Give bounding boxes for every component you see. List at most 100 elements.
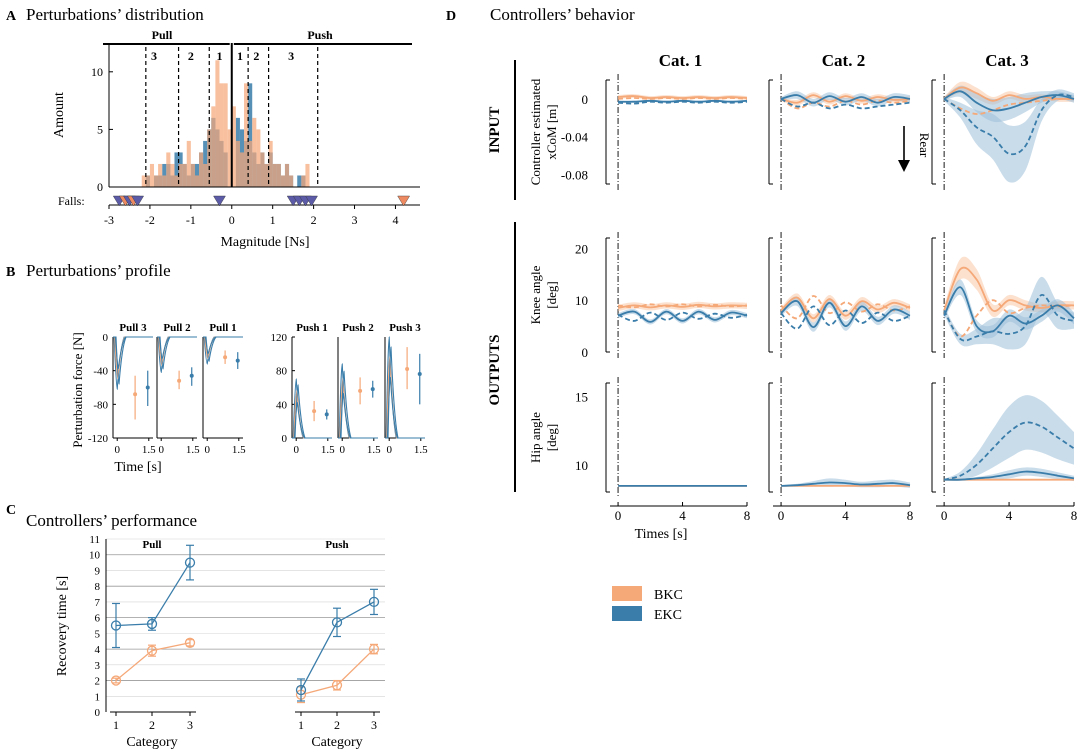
panel-title-a: Perturbations’ distribution	[26, 5, 204, 24]
y-tick-label: 0	[582, 345, 589, 360]
y-tick-label: 10	[575, 458, 588, 473]
histogram-bar-bkc	[211, 106, 216, 187]
y-tick-label: 0	[95, 707, 101, 719]
y-tick-label: 11	[89, 534, 100, 546]
histogram-bar-bkc	[166, 152, 171, 187]
data-point-bkc	[110, 675, 122, 686]
sd-band-ekc	[944, 279, 1074, 339]
category-label: 3	[288, 49, 294, 63]
x-tick-label: 1.5	[367, 444, 381, 456]
sd-band-ekc	[944, 85, 1074, 123]
peak-mean-dot-bkc	[223, 355, 228, 360]
histogram-bar-bkc	[174, 175, 179, 187]
histogram-bar-bkc	[272, 163, 277, 187]
histogram-bar-bkc	[190, 163, 195, 187]
force-profile-trace	[338, 392, 378, 439]
force-profile-trace	[113, 336, 153, 369]
x-tick-label: 2	[334, 718, 340, 732]
x-tick-label: 0	[158, 444, 164, 456]
y-axis-label: Perturbation force [N]	[70, 332, 85, 448]
rear-arrow-head	[898, 160, 910, 172]
x-tick-label: 8	[744, 508, 751, 523]
fall-marker-ekc	[213, 195, 226, 207]
x-tick-label: 0	[386, 444, 392, 456]
force-profile-trace	[203, 336, 243, 362]
x-tick-label: 1	[270, 213, 276, 227]
fall-marker-ekc	[305, 195, 318, 207]
series-line-ekc_dash	[780, 305, 911, 330]
sd-band-bkc	[944, 256, 1074, 318]
x-tick-label: 0	[941, 508, 948, 523]
x-axis-label: Magnitude [Ns]	[220, 235, 309, 250]
force-profile-trace	[203, 336, 243, 354]
peak-mean-dot-bkc	[177, 378, 182, 383]
y-tick-label: 1	[95, 691, 101, 703]
y-tick-label: 5	[95, 628, 101, 640]
y-axis-label: Amount	[52, 92, 67, 138]
x-tick-label: 3	[352, 213, 358, 227]
series-line-ekc	[943, 286, 1075, 334]
histogram-bar-bkc	[219, 83, 224, 187]
y-tick-label: 0	[97, 180, 103, 194]
sd-band-ekc	[618, 308, 747, 325]
y-tick-label: -0.04	[561, 130, 589, 145]
series-line-bkc	[115, 642, 191, 682]
series-line-ekc_dash	[780, 98, 911, 110]
histogram-bar-bkc	[207, 129, 212, 187]
peak-mean-dot-ekc	[324, 412, 329, 417]
x-tick-label: 8	[1071, 508, 1078, 523]
data-point-bkc	[146, 645, 158, 656]
subplot-title: Push 2	[342, 322, 374, 334]
y-tick-label: -120	[88, 433, 109, 445]
peak-mean-dot-ekc	[370, 387, 375, 392]
histogram-bar-bkc	[264, 163, 269, 187]
column-title: Cat. 1	[659, 51, 702, 70]
force-profile-trace	[157, 336, 197, 359]
group-label: Push	[325, 539, 348, 551]
data-point-ekc	[184, 557, 196, 568]
y-tick-label: 6	[95, 613, 101, 625]
series-line-bkc_dash	[780, 98, 911, 110]
histogram-bar-bkc	[256, 129, 261, 187]
histogram-bar-bkc	[231, 106, 236, 187]
category-label: 1	[216, 49, 222, 63]
histogram-bar-bkc	[145, 175, 150, 187]
x-axis-label: Category	[126, 735, 177, 750]
peak-mean-dot-ekc	[145, 385, 150, 390]
force-profile-trace	[157, 336, 197, 370]
histogram-bar-bkc	[235, 140, 240, 187]
peak-mean-dot-bkc	[358, 388, 363, 393]
series-line-bkc	[617, 303, 748, 309]
y-tick-label: -80	[93, 399, 108, 411]
x-axis-label: Times [s]	[635, 527, 688, 542]
histogram-bar-ekc	[203, 140, 208, 187]
y-tick-label: 10	[91, 65, 103, 79]
data-point-ekc	[110, 620, 122, 631]
peak-mean-dot-bkc	[133, 392, 138, 397]
series-line-ekc_dash	[943, 294, 1075, 342]
category-label: 3	[151, 49, 157, 63]
histogram-bar-bkc	[170, 163, 175, 187]
panel-b-chart: Perturbation force [N] 0 -40 -80 -120 Pull 3 0…	[70, 322, 428, 475]
x-tick-label: 8	[907, 508, 914, 523]
histogram-bar-bkc	[284, 163, 290, 187]
x-axis-label: Category	[311, 735, 362, 750]
data-point-ekc	[146, 618, 158, 630]
histogram-bar-bkc	[248, 140, 253, 187]
panel-title-b: Perturbations’ profile	[26, 261, 171, 280]
panel-letter-d: D	[446, 9, 456, 24]
histogram-bar-bkc	[194, 175, 200, 187]
y-tick-label: 80	[276, 366, 288, 378]
row-ylabel: [deg]	[544, 281, 559, 308]
legend-swatch-ekc	[612, 606, 642, 621]
row-ylabel: Knee angle	[528, 265, 543, 324]
x-tick-label: 0	[114, 444, 120, 456]
y-tick-label: 10	[89, 550, 101, 562]
histogram-bar-bkc	[186, 140, 191, 187]
histogram-bar-ekc	[248, 83, 253, 187]
y-tick-label: 9	[95, 565, 101, 577]
peak-mean-dot-ekc	[417, 372, 422, 377]
force-profile-trace	[292, 402, 332, 439]
